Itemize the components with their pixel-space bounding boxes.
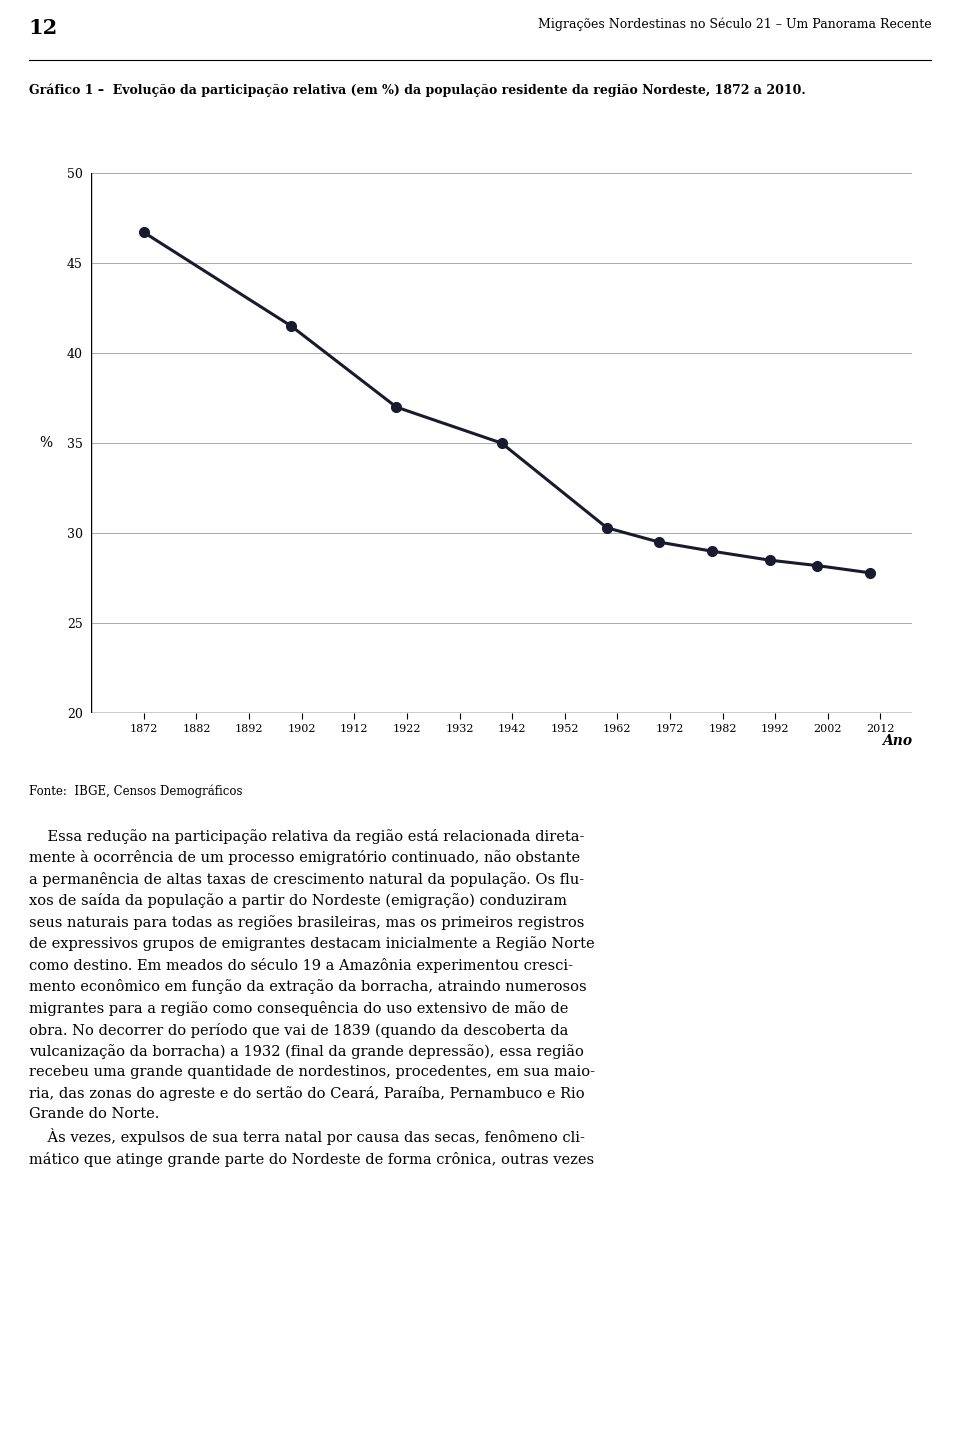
- Text: Gráfico 1 –  Evolução da participação relativa (em %) da população residente da : Gráfico 1 – Evolução da participação rel…: [29, 84, 805, 97]
- Text: Essa redução na participação relativa da região está relacionada direta-
mente à: Essa redução na participação relativa da…: [29, 829, 595, 1167]
- Text: Fonte:  IBGE, Censos Demográficos: Fonte: IBGE, Censos Demográficos: [29, 784, 242, 798]
- Text: %: %: [39, 437, 53, 450]
- Text: Ano: Ano: [882, 733, 913, 748]
- Text: 12: 12: [29, 17, 58, 37]
- Text: Migrações Nordestinas no Século 21 – Um Panorama Recente: Migrações Nordestinas no Século 21 – Um …: [538, 17, 931, 32]
